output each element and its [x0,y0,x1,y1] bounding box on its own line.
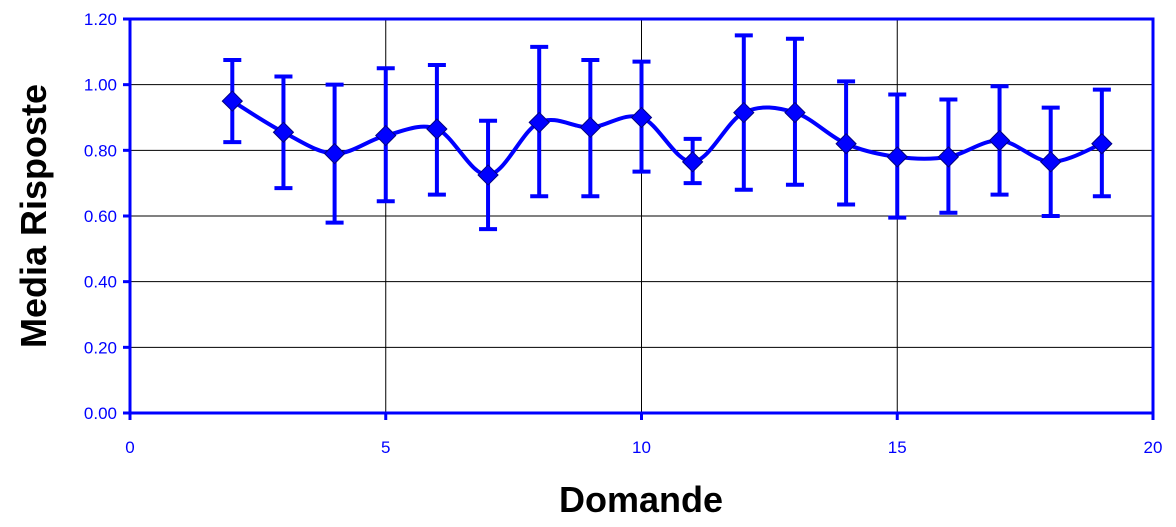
data-point [784,101,806,124]
data-point [1091,133,1113,155]
data-point [221,90,244,112]
y-tick-label: 0.80 [84,141,117,160]
x-tick-label: 0 [125,438,134,457]
data-point [681,151,704,173]
data-point [733,101,755,124]
y-axis-title: Media Risposte [13,84,54,348]
y-tick-label: 1.20 [84,10,117,29]
x-tick-label: 20 [1144,438,1163,457]
data-point [477,164,499,186]
y-tick-label: 0.20 [84,338,117,357]
x-tick-label: 15 [888,438,907,457]
data-point [630,106,653,129]
data-point [886,146,908,168]
data-point [426,118,448,140]
data-point [1039,151,1062,173]
y-tick-label: 0.60 [84,207,117,226]
y-tick-label: 0.40 [84,273,117,292]
data-point [579,116,602,139]
data-point [835,133,857,155]
x-tick-label: 10 [632,438,651,457]
x-tick-label: 5 [381,438,390,457]
data-point [272,121,295,143]
data-point [988,129,1011,152]
x-axis-title: Domande [559,479,723,520]
plot-area: 0.00 0.20 0.40 0.60 0.80 1.00 1.20 0 5 10 15 20 [84,10,1163,457]
y-tick-label: 1.00 [84,76,117,95]
data-point [937,146,960,168]
y-tick-label: 0.00 [84,404,117,423]
data-point [528,111,550,134]
data-point [375,124,397,147]
data-point [323,142,346,165]
